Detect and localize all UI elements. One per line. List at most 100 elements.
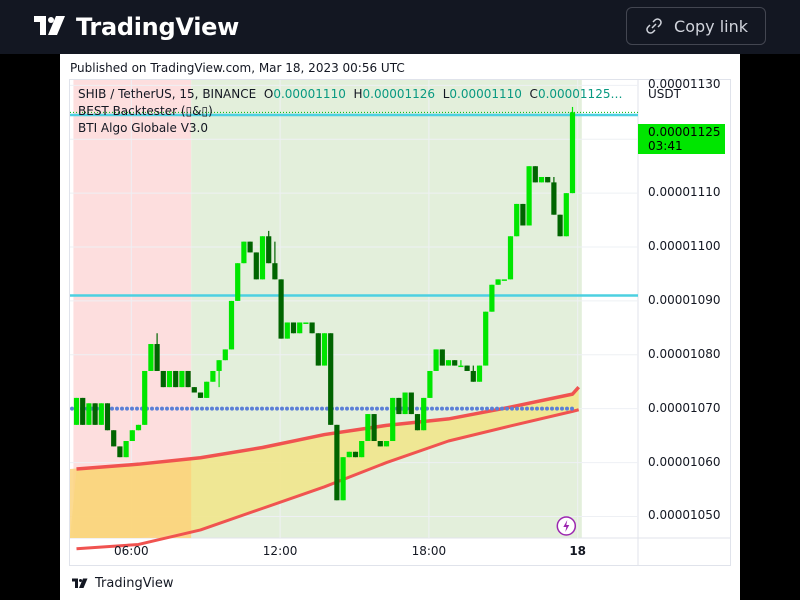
legend-symbol-row: SHIB / TetherUS, 15, BINANCE O0.00001110… (78, 87, 622, 101)
dotted-level-point (460, 406, 464, 411)
legend-open: 0.00001110 (273, 87, 346, 101)
dotted-level-point (380, 406, 384, 411)
dotted-level-point (265, 406, 269, 411)
candle-body (520, 203, 526, 226)
copy-link-label: Copy link (674, 16, 748, 36)
footer-logo: TradingView (70, 576, 174, 591)
dotted-level-point (175, 406, 179, 411)
candle-body (402, 392, 408, 415)
dotted-level-point (545, 406, 549, 411)
last-price-value: 0.00001125 (648, 125, 721, 139)
dotted-level-point (435, 406, 439, 411)
dotted-level-point (260, 406, 264, 411)
dotted-level-point (555, 406, 559, 411)
dotted-level-point (320, 406, 324, 411)
candle-body (569, 112, 576, 194)
legend-low-key: L (442, 87, 450, 101)
candle-body (328, 333, 334, 425)
dotted-level-point (245, 406, 249, 411)
x-tick-label: 06:00 (114, 544, 149, 558)
dotted-level-point (220, 406, 224, 411)
candle-body (470, 370, 476, 382)
dotted-level-point (160, 406, 164, 411)
dotted-level-point (375, 406, 379, 411)
copy-link-button[interactable]: Copy link (626, 7, 766, 45)
dotted-level-point (365, 406, 369, 411)
candle-body (383, 441, 390, 447)
dotted-level-point (345, 406, 349, 411)
dotted-level-point (170, 406, 174, 411)
candle-body (266, 236, 272, 264)
dotted-level-point (445, 406, 449, 411)
dotted-level-point (305, 406, 309, 411)
candle-body (408, 392, 414, 415)
candle-body (352, 451, 359, 458)
dotted-level-point (500, 406, 504, 411)
candle-body (439, 349, 445, 366)
dotted-level-point (205, 406, 209, 411)
published-caption: Published on TradingView.com, Mar 18, 20… (70, 61, 405, 75)
y-tick-label: 0.00001050 (648, 508, 721, 523)
candle-body (73, 397, 80, 425)
candle-body (414, 414, 421, 431)
dotted-level-point (165, 406, 169, 411)
candle-body (514, 203, 520, 237)
candle-body (253, 252, 259, 280)
dotted-level-point (530, 406, 534, 411)
ma-fill-area (70, 387, 579, 538)
chart-border (69, 79, 731, 566)
tradingview-logo[interactable]: TradingView (32, 12, 239, 42)
candle-body (396, 397, 402, 415)
dotted-level-point (180, 406, 184, 411)
dotted-level-point (255, 406, 259, 411)
dotted-level-point (515, 406, 519, 411)
candle-body (129, 430, 135, 442)
legend-high: 0.00001126 (362, 87, 436, 101)
candle-body (297, 322, 303, 334)
candle-body (346, 451, 352, 458)
legend-indicator-2[interactable]: BTI Algo Globale V3.0 (78, 121, 209, 135)
candle-body (501, 279, 507, 281)
lower-band-line (76, 408, 580, 551)
dotted-level-point (540, 406, 544, 411)
candle-body (340, 457, 346, 501)
dotted-level-point (525, 406, 529, 411)
price-axis-currency: USDT (648, 87, 681, 101)
dotted-level-point (535, 406, 539, 411)
candle-body (86, 403, 92, 425)
last-price-tag: 0.00001125 03:41 (638, 124, 725, 154)
candle-body (80, 397, 86, 425)
dotted-level-point (370, 406, 374, 411)
dotted-level-point (155, 406, 159, 411)
candle-body (359, 441, 365, 458)
candle-body (259, 236, 266, 280)
candle-body (309, 322, 315, 334)
dotted-level-point (200, 406, 204, 411)
dotted-level-point (225, 406, 229, 411)
dotted-level-point (240, 406, 244, 411)
candle-body (154, 344, 160, 371)
legend-indicator-1[interactable]: BEST Backtester (▯&▯) (78, 104, 213, 118)
dotted-level-point (440, 406, 444, 411)
candle-body (526, 166, 532, 226)
dotted-level-point (250, 406, 254, 411)
dotted-level-point (230, 406, 234, 411)
dotted-level-point (485, 406, 489, 411)
dotted-level-point (295, 406, 299, 411)
dotted-level-point (455, 406, 459, 411)
candle-body (489, 284, 495, 312)
candle-body (123, 441, 129, 458)
candle-body (191, 387, 197, 393)
dotted-level-point (325, 406, 329, 411)
candle-body (421, 397, 427, 431)
dotted-level-point (430, 406, 434, 411)
y-tick-label: 0.00001080 (648, 346, 721, 361)
dotted-level-point (470, 406, 474, 411)
candle-body (179, 370, 185, 388)
y-tick-label: 0.00001110 (648, 185, 721, 200)
candle-body (315, 333, 321, 366)
dotted-level-point (285, 406, 289, 411)
candle-body (98, 403, 104, 425)
candle-body (228, 300, 235, 350)
